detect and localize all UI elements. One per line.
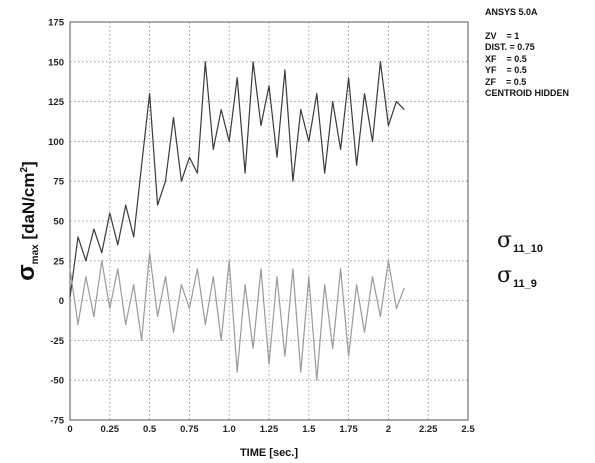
series-subscript: 11_9: [513, 278, 537, 290]
y-tick-label: 50: [53, 217, 64, 228]
x-tick-label: 1.75: [339, 424, 358, 435]
x-tick-label: 2.25: [419, 424, 438, 435]
info-row-zf: ZF = 0.5: [485, 77, 569, 89]
series-line-2: [69, 252, 405, 381]
info-key: ZF: [485, 76, 496, 87]
y-axis-title: σmax [daN/cm2]: [13, 161, 41, 280]
y-tick-label: 150: [48, 57, 64, 68]
info-row-dist: DIST. = 0.75: [485, 42, 569, 54]
info-key: ZV: [485, 30, 497, 41]
x-tick-labels: 0 0.25 0.5 0.75 1.0 1.25 1.5 1.75 2 2.25 2.5: [67, 424, 475, 435]
info-key: YF: [485, 65, 497, 75]
x-tick-label: 0.5: [143, 424, 157, 435]
y-axis-sigma: σ: [13, 264, 40, 280]
x-tick-label: 0.75: [180, 424, 199, 435]
info-row-centroid: CENTROID HIDDEN: [485, 88, 569, 100]
x-axis-title: TIME [sec.]: [240, 447, 298, 459]
info-row-yf: YF = 0.5: [485, 65, 569, 77]
y-tick-label: -50: [50, 376, 64, 387]
info-row-zv: ZV = 1: [485, 31, 569, 43]
info-value: = 1: [506, 30, 520, 41]
y-tick-label: -75: [50, 416, 64, 427]
y-tick-label: 125: [48, 97, 65, 108]
info-value: = 0.5: [506, 76, 527, 87]
x-tick-label: 0: [67, 424, 72, 435]
y-tick-label: 100: [48, 137, 64, 148]
y-tick-label: 75: [53, 177, 64, 188]
series-label-sigma-11-10: σ11_10: [497, 228, 543, 255]
series-subscript: 11_10: [513, 243, 544, 255]
info-value: = 0.75: [509, 42, 535, 52]
info-key: DIST.: [485, 42, 508, 52]
sigma-symbol: σ: [497, 263, 513, 288]
sigma-symbol: σ: [497, 228, 513, 253]
info-value: = 0.5: [506, 65, 527, 75]
x-tick-label: 2.5: [461, 424, 475, 435]
x-tick-label: 1.0: [223, 424, 236, 435]
y-axis-close: ]: [19, 161, 38, 167]
info-value: = 0.5: [506, 53, 527, 64]
series-label-sigma-11-9: σ11_9: [497, 263, 537, 290]
y-tick-label: 175: [48, 18, 65, 29]
y-tick-label: 0: [59, 296, 64, 307]
info-key: XF: [485, 53, 497, 64]
y-tick-label: -25: [50, 336, 64, 347]
y-tick-label: 25: [53, 256, 64, 267]
y-tick-labels: -75 -50 -25 0 25 50 75 100 125 150 175: [48, 18, 65, 427]
series-lines: [69, 61, 405, 381]
info-key: CENTROID HIDDEN: [485, 88, 570, 98]
x-tick-label: 1.25: [260, 424, 279, 435]
info-row-xf: XF = 0.5: [485, 54, 569, 66]
x-tick-label: 2: [386, 424, 391, 435]
x-tick-label: 0.25: [101, 424, 120, 435]
y-axis-unit: [daN/cm: [19, 173, 38, 245]
y-axis-sup: 2: [19, 167, 30, 173]
y-axis-sub: max: [30, 244, 41, 264]
info-title: ANSYS 5.0A: [485, 7, 538, 17]
x-tick-label: 1.5: [302, 424, 316, 435]
series-line-1: [69, 61, 405, 298]
info-panel: ANSYS 5.0A ZV = 1 DIST. = 0.75 XF = 0.5 …: [485, 7, 569, 100]
